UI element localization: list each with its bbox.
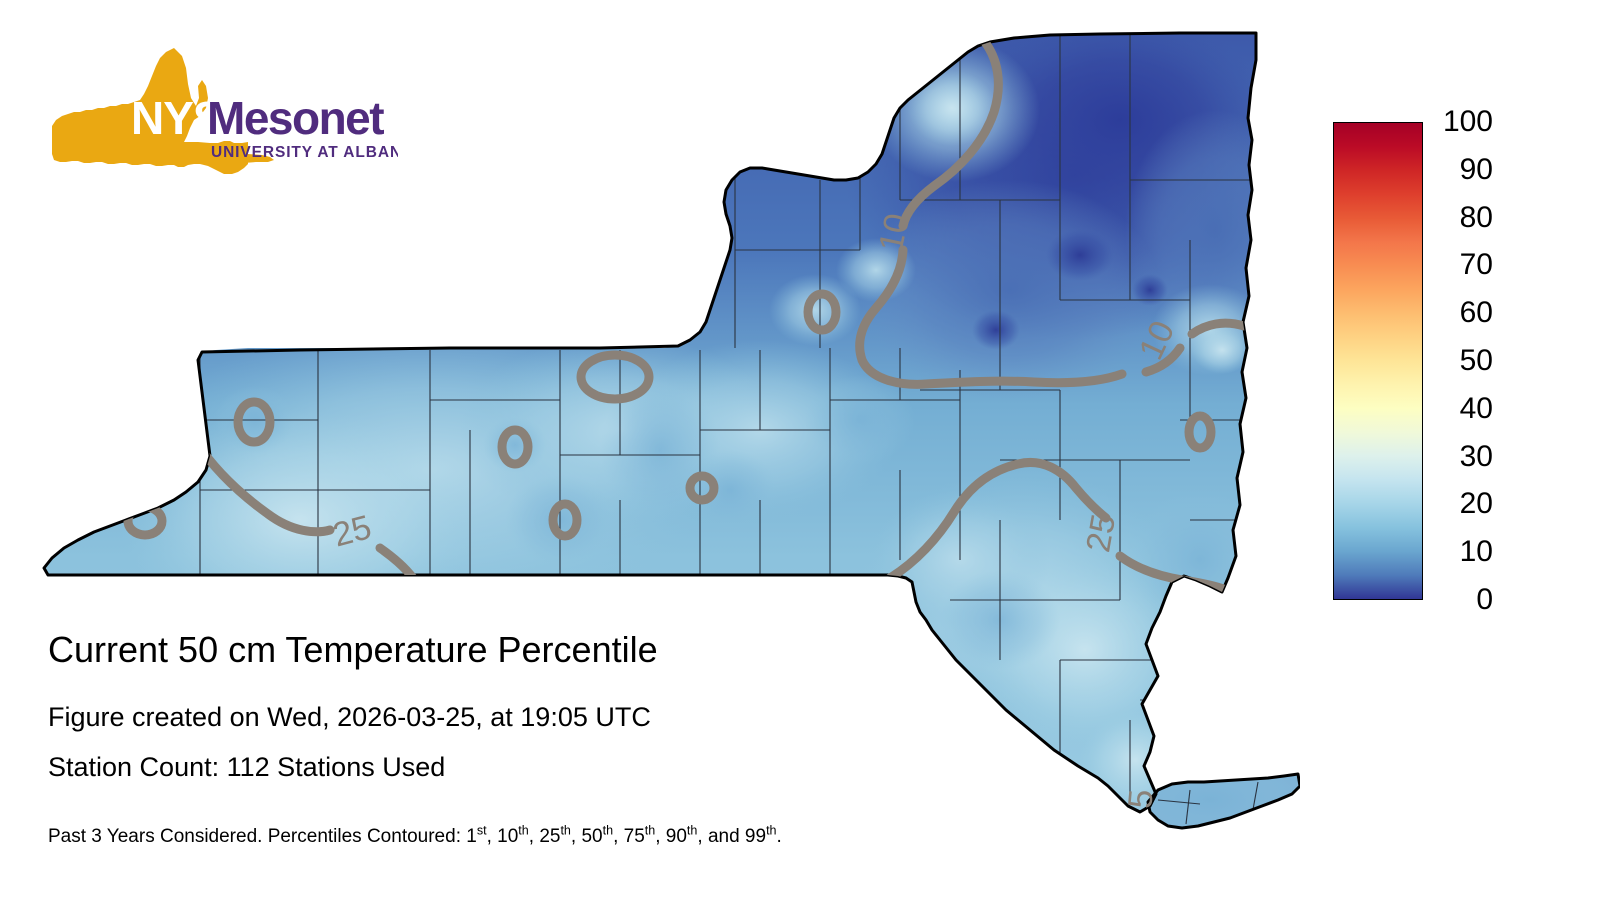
- contour-25-west: [191, 437, 335, 537]
- footnote-percentile-90: 90: [665, 826, 687, 847]
- station-count-text: Station Count: 112 Stations Used: [48, 752, 446, 782]
- footnote-percentile-25: 25: [539, 826, 561, 847]
- colorbar-tick-50: 50: [1459, 344, 1493, 377]
- nys-mesonet-logo: NYS Mesonet UNIVERSITY AT ALBANY: [48, 46, 398, 176]
- footnote-ordinal-suffix: th: [644, 823, 656, 838]
- footnote-ordinal-suffix: st: [476, 823, 487, 838]
- logo-nys-text: NYS: [131, 92, 223, 144]
- contour-10-north: [898, 33, 1003, 231]
- contour-label-10-a: 10: [872, 210, 917, 255]
- field-spot-adk-3: [1132, 274, 1168, 306]
- footnote-ordinal-suffix: th: [686, 823, 698, 838]
- footnote-percentile-10: 10: [497, 826, 519, 847]
- colorbar-tick-30: 30: [1459, 439, 1493, 473]
- contour-ring-finger-2: [548, 499, 582, 541]
- field-shade-west-2: [483, 417, 547, 473]
- contour-ring-wayne: [576, 350, 654, 404]
- footnote-percentile-75: 75: [623, 826, 645, 847]
- contour-ring-ontario: [803, 289, 841, 335]
- footnote-ordinal-suffix: th: [602, 823, 614, 838]
- contour-ring-capital: [1184, 411, 1216, 453]
- footnote-percentile-50: 50: [581, 826, 603, 847]
- percentile-contours: [123, 33, 1249, 812]
- footnote-ordinal-suffix: th: [766, 823, 777, 838]
- contour-ring-erie: [233, 397, 275, 447]
- page-title: Current 50 cm Temperature Percentile: [48, 629, 658, 670]
- long-island-outline: [1146, 772, 1300, 830]
- logo-long-island-shape: [218, 154, 274, 163]
- colorbar-tick-0: 0: [1476, 583, 1493, 616]
- logo-mesonet-text: Mesonet: [207, 92, 384, 144]
- contour-label-25-b: 25: [1079, 511, 1123, 555]
- field-shade-central: [682, 450, 778, 530]
- colorbar-ticks: 100 90 80 70 60 50 40 30 20 10 0: [1433, 104, 1493, 618]
- contour-label-5-nyc: 5: [1121, 788, 1161, 810]
- contour-10-east-b: [1187, 318, 1249, 339]
- colorbar-tick-40: 40: [1459, 391, 1493, 425]
- footnote-ordinal-suffix: th: [560, 823, 571, 838]
- contour-10-east: [1141, 343, 1185, 377]
- footnote-percentile-1: 1: [466, 826, 477, 847]
- field-spot-adk-1: [1046, 229, 1114, 281]
- contour-10-north-b: [855, 245, 1127, 389]
- colorbar-tick-20: 20: [1459, 487, 1493, 521]
- field-spot-adk-2: [972, 310, 1020, 350]
- colorbar-tick-10: 10: [1459, 535, 1493, 569]
- field-shade-capital: [1130, 490, 1256, 630]
- field-blob-lake-ontario-core: [908, 70, 996, 146]
- colorbar-gradient: [1334, 123, 1422, 599]
- contour-ring-finger-1: [497, 425, 533, 469]
- colorbar-tick-90: 90: [1459, 152, 1493, 186]
- percentile-map: 10 10 25 25 5: [42, 31, 1300, 830]
- colorbar-tick-100: 100: [1442, 105, 1493, 138]
- field-blob-oswego: [769, 274, 861, 346]
- field-shade-mohawk: [805, 375, 915, 465]
- logo-state-shape: [52, 48, 248, 174]
- footnote-percentile-99: 99: [744, 826, 767, 847]
- colorbar-tick-60: 60: [1459, 296, 1493, 330]
- colorbar-tick-80: 80: [1459, 200, 1493, 234]
- field-blob-champlain-core: [1192, 326, 1252, 374]
- field-blob-southwest: [120, 410, 480, 630]
- footnote-text: Past 3 Years Considered. Percentiles Con…: [48, 823, 782, 847]
- footnote-ordinal-suffix: th: [518, 823, 529, 838]
- field-blob-champlain: [1125, 110, 1256, 350]
- figure-created-text: Figure created on Wed, 2026-03-25, at 19…: [48, 702, 651, 732]
- contour-25-hudson: [885, 458, 1111, 583]
- contour-ring-central: [685, 471, 719, 505]
- colorbar-tick-70: 70: [1459, 248, 1493, 282]
- logo-graphic: NYS Mesonet UNIVERSITY AT ALBANY: [52, 48, 398, 174]
- map-svg: 10 10 25 25 5: [42, 31, 1300, 830]
- logo-subtitle-text: UNIVERSITY AT ALBANY: [211, 144, 398, 161]
- colorbar: [1333, 122, 1423, 600]
